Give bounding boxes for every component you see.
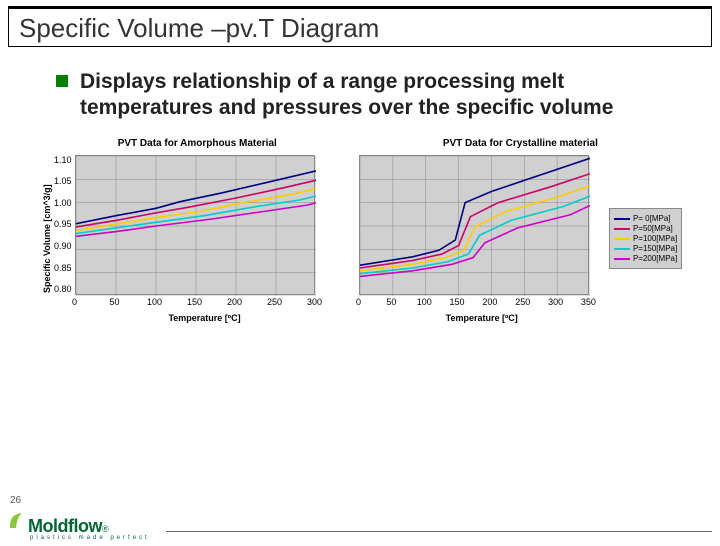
y-tick: 1.10 [54, 155, 72, 165]
legend-label: P=150[MPa] [633, 244, 677, 253]
chart-crystalline: PVT Data for Crystalline material 050100… [359, 138, 683, 323]
legend-label: P= 0[MPa] [633, 214, 671, 223]
chart-title-right: PVT Data for Crystalline material [359, 138, 683, 149]
y-tick: 0.80 [54, 284, 72, 294]
legend-label: P=100[MPa] [633, 234, 677, 243]
y-tick: 1.05 [54, 176, 72, 186]
bullet-marker-icon [56, 75, 68, 87]
x-axis-label-left: Temperature [ºC] [75, 313, 335, 323]
logo-registered-icon: ® [102, 524, 109, 534]
plot-area-right [359, 155, 589, 295]
y-axis-label: Specific Volume [cm^3/g] [40, 155, 54, 323]
legend-item: P= 0[MPa] [614, 214, 677, 223]
x-tick: 0 [342, 297, 375, 307]
x-tick: 0 [55, 297, 95, 307]
logo-swoosh-icon [8, 510, 30, 532]
y-tick-labels: 1.10 1.05 1.00 0.95 0.90 0.85 0.80 [54, 155, 75, 295]
chart-title-left: PVT Data for Amorphous Material [40, 138, 355, 149]
x-tick: 50 [375, 297, 408, 307]
charts-row: PVT Data for Amorphous Material Specific… [40, 138, 712, 323]
y-tick: 0.90 [54, 241, 72, 251]
legend-item: P=150[MPa] [614, 244, 677, 253]
legend-swatch-icon [614, 258, 630, 260]
x-axis-label-right: Temperature [ºC] [359, 313, 605, 323]
x-tick: 250 [506, 297, 539, 307]
x-tick: 50 [95, 297, 135, 307]
legend-swatch-icon [614, 228, 630, 230]
y-tick: 0.95 [54, 219, 72, 229]
chart-amorphous: PVT Data for Amorphous Material Specific… [40, 138, 355, 323]
legend: P= 0[MPa] P=50[MPa] P=100[MPa] P=150[MPa… [609, 208, 682, 269]
legend-swatch-icon [614, 218, 630, 220]
legend-item: P=200[MPa] [614, 254, 677, 263]
title-bar: Specific Volume –pv.T Diagram [8, 6, 712, 47]
plot-area-left [75, 155, 315, 295]
footer-divider [166, 531, 712, 539]
legend-item: P=100[MPa] [614, 234, 677, 243]
legend-item: P=50[MPa] [614, 224, 677, 233]
slide-title: Specific Volume –pv.T Diagram [19, 13, 701, 44]
logo-text: Moldflow [28, 516, 102, 537]
x-tick-labels-right: 050100150200250300350 [342, 297, 605, 307]
logo: Moldflow ® plastics made perfect [8, 510, 150, 541]
x-tick: 100 [135, 297, 175, 307]
bullet-list: Displays relationship of a range process… [56, 69, 660, 122]
bullet-item: Displays relationship of a range process… [56, 69, 660, 122]
x-tick: 150 [175, 297, 215, 307]
y-tick: 1.00 [54, 198, 72, 208]
x-tick: 250 [255, 297, 295, 307]
legend-label: P=200[MPa] [633, 254, 677, 263]
legend-swatch-icon [614, 248, 630, 250]
x-tick-labels-left: 050100150200250300 [55, 297, 335, 307]
x-tick: 300 [295, 297, 335, 307]
bullet-text: Displays relationship of a range process… [80, 69, 660, 122]
legend-label: P=50[MPa] [633, 224, 673, 233]
slide-number: 26 [10, 495, 21, 506]
x-tick: 100 [408, 297, 441, 307]
x-tick: 200 [473, 297, 506, 307]
y-tick: 0.85 [54, 263, 72, 273]
x-tick: 300 [539, 297, 572, 307]
legend-swatch-icon [614, 238, 630, 240]
x-tick: 150 [441, 297, 474, 307]
x-tick: 350 [572, 297, 605, 307]
x-tick: 200 [215, 297, 255, 307]
footer: Moldflow ® plastics made perfect [0, 508, 720, 546]
